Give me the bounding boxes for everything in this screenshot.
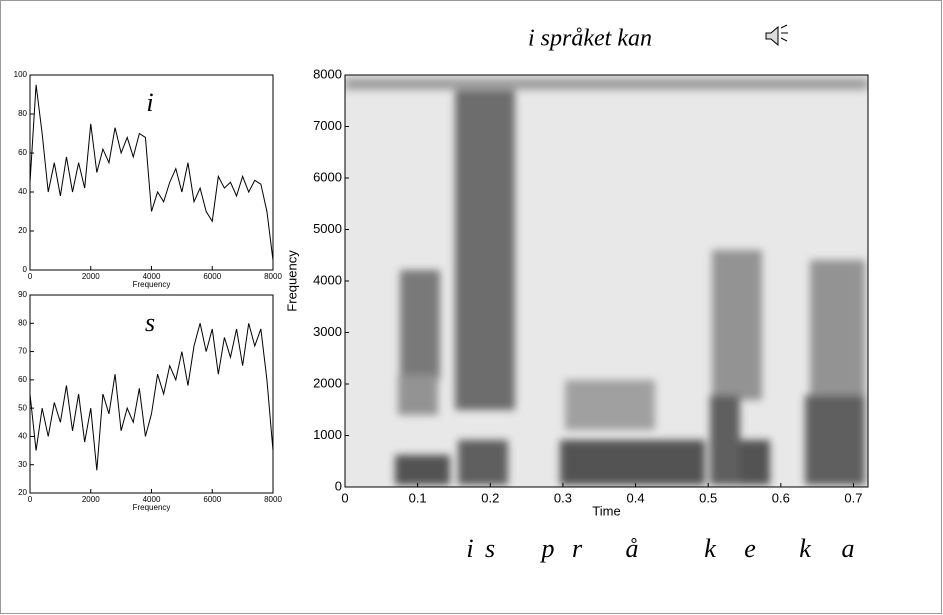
y-tick-label: 80 <box>18 109 27 118</box>
y-tick-label: 40 <box>18 432 27 441</box>
y-tick-label: 7000 <box>313 118 342 133</box>
x-tick-label: 0.5 <box>699 490 717 505</box>
x-tick-label: 0.3 <box>554 490 572 505</box>
y-tick-label: 60 <box>18 375 27 384</box>
y-tick-label: 2000 <box>313 375 342 390</box>
x-tick-label: 2000 <box>82 272 100 281</box>
y-tick-label: 3000 <box>313 324 342 339</box>
x-tick-label: 0 <box>28 495 33 504</box>
x-axis-label: Frequency <box>133 503 171 512</box>
speaker-icon <box>765 24 788 47</box>
y-tick-label: 5000 <box>313 221 342 236</box>
sound-label: s <box>145 308 155 337</box>
sound-label: i <box>146 88 153 117</box>
x-tick-label: 0.7 <box>844 490 862 505</box>
x-axis-label: Time <box>592 503 620 518</box>
y-tick-label: 60 <box>18 148 27 157</box>
y-tick-label: 90 <box>18 290 27 299</box>
x-tick-label: 6000 <box>203 495 221 504</box>
y-axis-label: Frequency <box>284 250 299 312</box>
x-tick-label: 0 <box>28 272 33 281</box>
phoneme: k <box>704 534 716 563</box>
phoneme: å <box>626 534 639 563</box>
slide-title: i språket kan <box>528 26 652 52</box>
x-tick-label: 2000 <box>82 495 100 504</box>
y-tick-label: 30 <box>18 460 27 469</box>
x-tick-label: 4000 <box>143 272 161 281</box>
y-tick-label: 50 <box>18 403 27 412</box>
y-tick-label: 0 <box>23 265 28 274</box>
y-tick-label: 0 <box>335 478 342 493</box>
y-tick-label: 70 <box>18 347 27 356</box>
y-tick-label: 80 <box>18 318 27 327</box>
x-axis-label: Frequency <box>133 280 171 289</box>
phoneme: r <box>572 534 583 563</box>
phoneme: e <box>744 534 756 563</box>
x-tick-label: 6000 <box>203 272 221 281</box>
x-tick-label: 8000 <box>264 495 282 504</box>
y-tick-label: 100 <box>14 70 28 79</box>
y-tick-label: 4000 <box>313 272 342 287</box>
y-tick-label: 8000 <box>313 66 342 81</box>
spectrogram-image <box>345 75 868 487</box>
phoneme: p <box>540 534 555 563</box>
x-tick-label: 4000 <box>143 495 161 504</box>
x-tick-label: 0.1 <box>409 490 427 505</box>
y-tick-label: 20 <box>18 488 27 497</box>
phoneme: i <box>466 534 473 563</box>
y-tick-label: 40 <box>18 187 27 196</box>
spectrum-line <box>29 323 274 471</box>
x-tick-label: 0.6 <box>772 490 790 505</box>
phoneme: a <box>842 534 855 563</box>
x-tick-label: 8000 <box>264 272 282 281</box>
x-tick-label: 0.2 <box>481 490 499 505</box>
phoneme: k <box>799 534 811 563</box>
spectrum-line <box>29 84 274 261</box>
y-tick-label: 1000 <box>313 427 342 442</box>
x-tick-label: 0.4 <box>627 490 645 505</box>
y-tick-label: 6000 <box>313 169 342 184</box>
y-tick-label: 20 <box>18 226 27 235</box>
x-tick-label: 0 <box>341 490 348 505</box>
phoneme: s <box>485 534 495 563</box>
